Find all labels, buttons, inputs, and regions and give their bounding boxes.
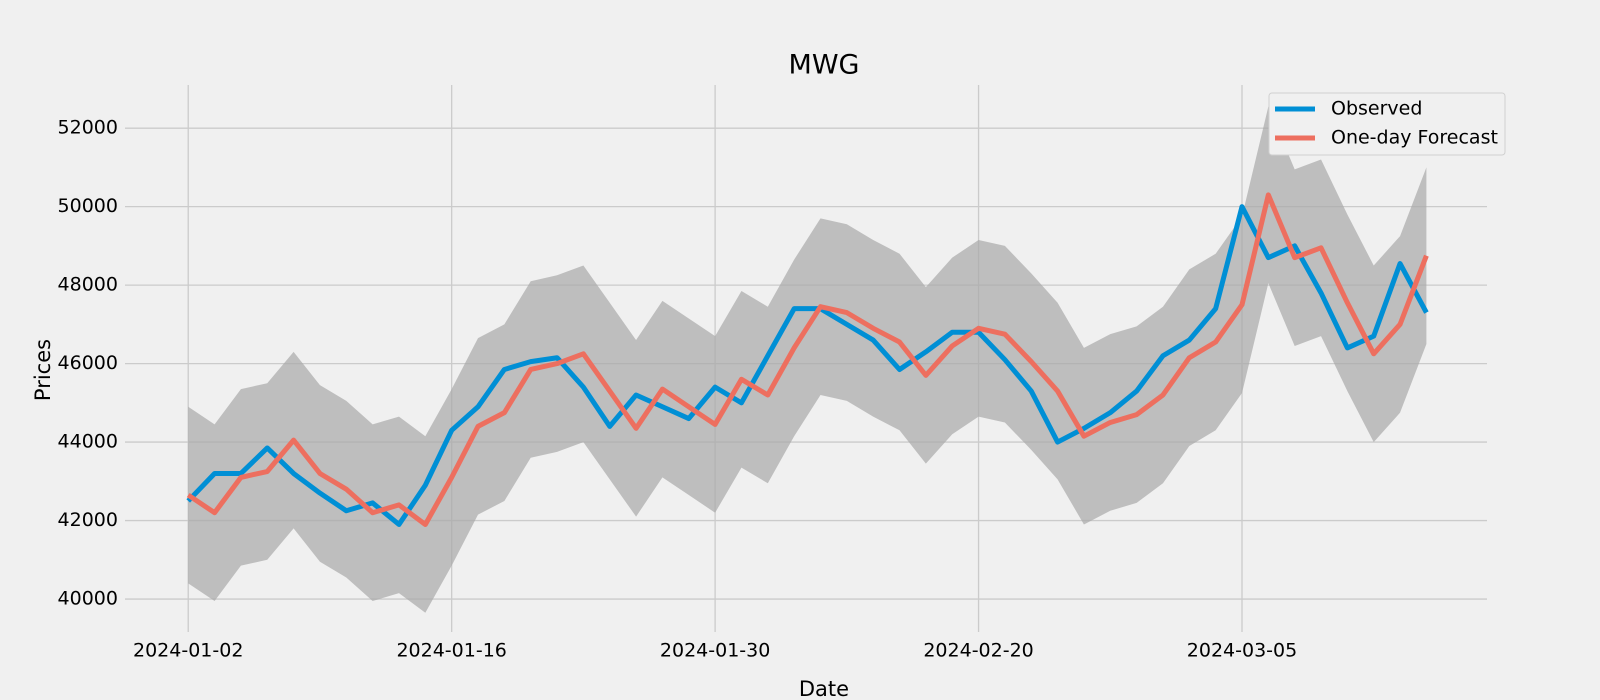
chart-title: MWG: [789, 50, 860, 81]
y-tick-label: 40000: [58, 588, 118, 610]
x-tick-label: 2024-01-30: [660, 640, 770, 662]
confidence-band: [188, 106, 1427, 613]
y-tick-label: 50000: [58, 195, 118, 217]
legend: Observed One-day Forecast: [1268, 92, 1506, 156]
y-tick-label: 44000: [58, 431, 118, 453]
x-axis-label: Date: [799, 677, 849, 700]
legend-label: Observed: [1331, 98, 1422, 120]
legend-label: One-day Forecast: [1331, 127, 1498, 149]
x-tick-label: 2024-02-20: [923, 640, 1033, 662]
x-tick-label: 2024-03-05: [1187, 640, 1297, 662]
y-tick-label: 46000: [58, 352, 118, 374]
legend-box: [1268, 92, 1506, 156]
x-tick-label: 2024-01-16: [396, 640, 506, 662]
x-tick-label: 2024-01-02: [133, 640, 243, 662]
y-tick-label: 42000: [58, 509, 118, 531]
y-axis-label: Prices: [31, 339, 55, 401]
y-tick-label: 52000: [58, 117, 118, 139]
series-line: [186, 204, 1429, 527]
y-tick-label: 48000: [58, 274, 118, 296]
series-line: [186, 192, 1429, 527]
